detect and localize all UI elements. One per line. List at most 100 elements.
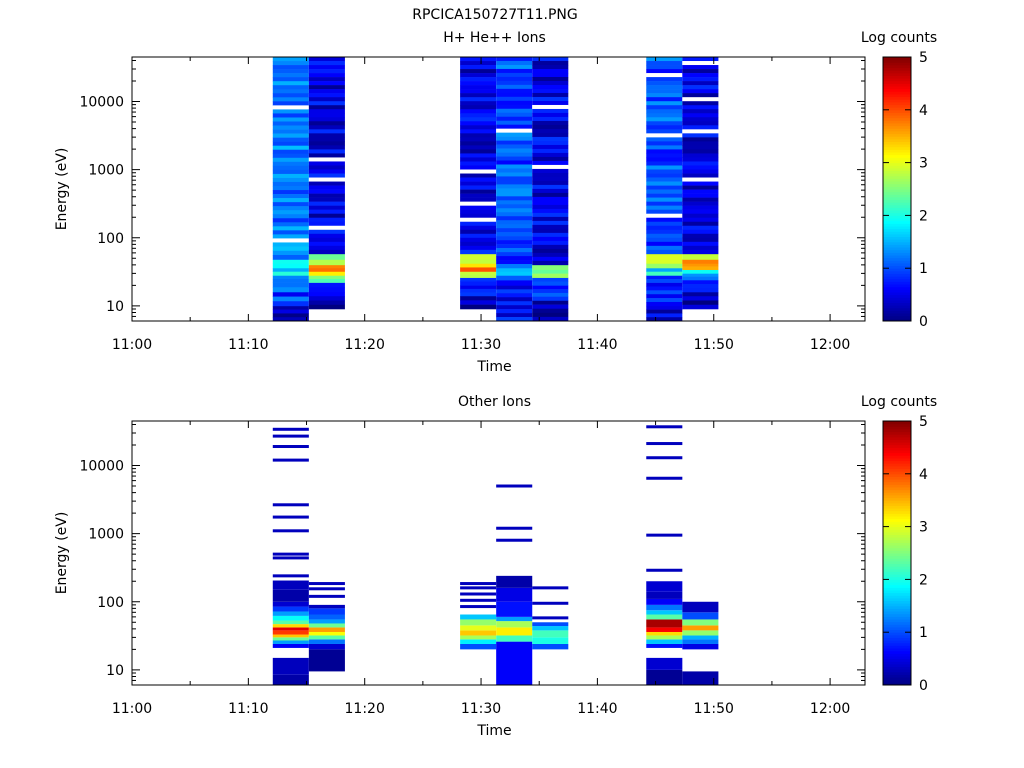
data-block-3: [496, 57, 533, 322]
data-line: [646, 425, 683, 429]
colorbar-tick-label: 2: [919, 572, 928, 588]
data-cell: [646, 294, 683, 299]
data-cell: [308, 278, 345, 283]
data-block-1: [308, 582, 345, 672]
data-cell: [682, 643, 719, 650]
colorbar-cell: [883, 494, 911, 499]
data-cell: [532, 128, 569, 134]
data-line: [272, 458, 309, 462]
data-cell: [532, 60, 569, 66]
colorbar-cell: [883, 101, 911, 106]
data-cell: [460, 295, 497, 301]
colorbar-cell: [883, 318, 911, 322]
data-cell: [646, 125, 683, 130]
data-cell: [496, 60, 533, 66]
data-cell: [532, 269, 569, 274]
colorbar-cell: [883, 634, 911, 638]
data-cell: [682, 266, 719, 270]
colorbar-cell: [883, 62, 911, 66]
data-cell: [682, 671, 719, 685]
data-cell: [532, 188, 569, 194]
data-cell: [308, 623, 345, 628]
data-cell: [272, 89, 309, 94]
data-cell: [496, 244, 533, 249]
colorbar-cell: [883, 310, 911, 314]
data-cell: [272, 177, 309, 183]
data-cell: [460, 161, 497, 166]
data-cell: [532, 252, 569, 258]
data-cell: [308, 173, 345, 178]
colorbar-cell: [883, 233, 911, 238]
data-cell: [460, 300, 497, 305]
colorbar-cell: [883, 291, 911, 296]
data-cell: [496, 200, 533, 205]
gap-strip: [532, 164, 569, 170]
data-cell: [496, 635, 533, 642]
data-cell: [460, 125, 497, 130]
data-cell: [682, 639, 719, 644]
data-cell: [646, 113, 683, 118]
data-cell: [308, 61, 345, 66]
data-cell: [682, 189, 719, 194]
y-tick-label: 10000: [79, 459, 124, 475]
gap-strip: [682, 97, 719, 102]
data-cell: [532, 292, 569, 298]
data-cell: [460, 57, 497, 62]
data-cell: [682, 237, 719, 243]
data-cell: [308, 57, 345, 62]
colorbar-cell: [883, 189, 911, 193]
colorbar-cell: [883, 545, 911, 549]
colorbar-cell: [883, 204, 911, 208]
data-cell: [272, 190, 309, 195]
colorbar-label: Log counts: [861, 394, 937, 410]
data-cell: [682, 300, 719, 306]
colorbar-cell: [883, 444, 911, 448]
data-cell: [460, 263, 497, 268]
data-cell: [646, 631, 683, 636]
data-cell: [646, 177, 683, 182]
data-cell: [272, 282, 309, 288]
colorbar-cell: [883, 436, 911, 440]
data-cell: [646, 643, 683, 648]
data-line: [460, 605, 497, 609]
data-block-4: [532, 57, 569, 322]
data-cell: [272, 85, 309, 90]
colorbar-cell: [883, 228, 911, 232]
colorbar-cell: [883, 257, 911, 261]
data-cell: [532, 244, 569, 250]
colorbar-cell: [883, 584, 911, 588]
data-cell: [682, 149, 719, 154]
data-cell: [308, 69, 345, 74]
data-cell: [308, 105, 345, 110]
colorbar-cell: [883, 547, 911, 551]
data-cell: [646, 109, 683, 114]
data-cell: [308, 287, 345, 293]
data-cell: [272, 615, 309, 621]
colorbar-tick-label: 2: [919, 208, 928, 224]
data-cell: [496, 196, 533, 201]
data-cell: [646, 121, 683, 126]
colorbar-cell: [883, 117, 911, 121]
data-cell: [646, 77, 683, 82]
data-cell: [272, 301, 309, 307]
data-cell: [532, 264, 569, 270]
gap-strip: [646, 73, 683, 78]
data-cell: [682, 101, 719, 106]
x-tick-label: 11:20: [345, 701, 385, 717]
colorbar-cell: [883, 471, 911, 475]
data-cell: [460, 77, 497, 82]
data-cell: [496, 212, 533, 217]
data-cell: [646, 245, 683, 251]
data-cell: [496, 57, 533, 62]
data-cell: [682, 197, 719, 202]
data-line: [308, 582, 345, 586]
data-cell: [308, 237, 345, 243]
data-cell: [496, 220, 533, 225]
data-cell: [272, 634, 309, 638]
data-cell: [308, 165, 345, 170]
data-cell: [682, 153, 719, 158]
data-cell: [646, 141, 683, 146]
data-cell: [272, 313, 309, 318]
data-cell: [496, 224, 533, 229]
data-cell: [646, 657, 683, 670]
